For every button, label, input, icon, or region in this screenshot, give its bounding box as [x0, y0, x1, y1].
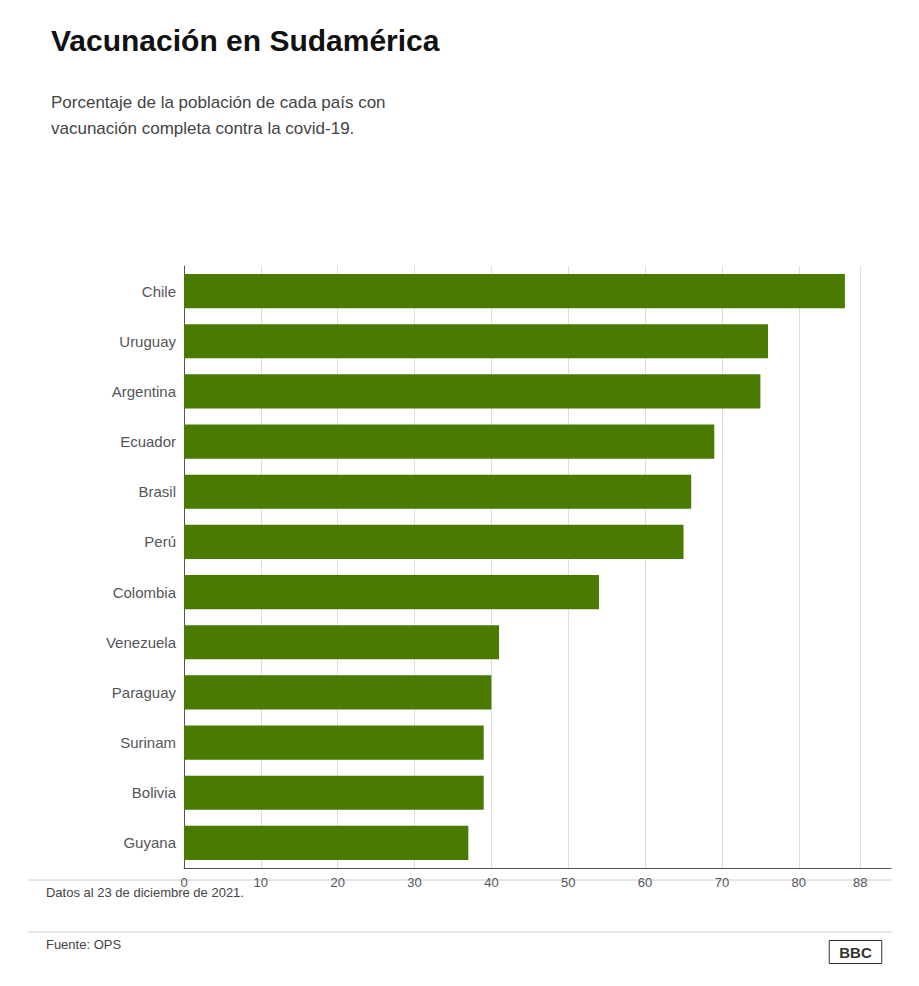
svg-text:Vacunación en Sudamérica: Vacunación en Sudamérica: [51, 24, 440, 57]
svg-text:0: 0: [180, 875, 187, 890]
svg-text:vacunación completa contra la: vacunación completa contra la covid-19.: [51, 119, 354, 138]
svg-text:Colombia: Colombia: [113, 584, 177, 601]
svg-text:BBC: BBC: [839, 944, 872, 961]
svg-text:50: 50: [561, 875, 575, 890]
svg-text:30: 30: [407, 875, 421, 890]
svg-text:Ecuador: Ecuador: [120, 433, 176, 450]
svg-text:Bolivia: Bolivia: [132, 784, 177, 801]
svg-text:Paraguay: Paraguay: [112, 684, 177, 701]
svg-text:Porcentaje de la población de: Porcentaje de la población de cada país …: [51, 93, 386, 112]
svg-text:Chile: Chile: [142, 283, 176, 300]
svg-text:88: 88: [853, 875, 867, 890]
svg-text:60: 60: [638, 875, 652, 890]
svg-text:10: 10: [254, 875, 268, 890]
svg-text:Guyana: Guyana: [123, 834, 176, 851]
svg-text:Datos al 23 de diciembre de 20: Datos al 23 de diciembre de 2021.: [46, 885, 244, 900]
svg-text:Fuente: OPS: Fuente: OPS: [46, 937, 121, 952]
svg-text:20: 20: [330, 875, 344, 890]
svg-text:Argentina: Argentina: [112, 383, 177, 400]
svg-text:40: 40: [484, 875, 498, 890]
svg-text:Brasil: Brasil: [138, 483, 176, 500]
svg-text:Venezuela: Venezuela: [106, 634, 177, 651]
svg-text:70: 70: [715, 875, 729, 890]
svg-text:Uruguay: Uruguay: [119, 333, 176, 350]
svg-text:80: 80: [792, 875, 806, 890]
svg-text:Surinam: Surinam: [120, 734, 176, 751]
svg-text:Perú: Perú: [144, 533, 176, 550]
